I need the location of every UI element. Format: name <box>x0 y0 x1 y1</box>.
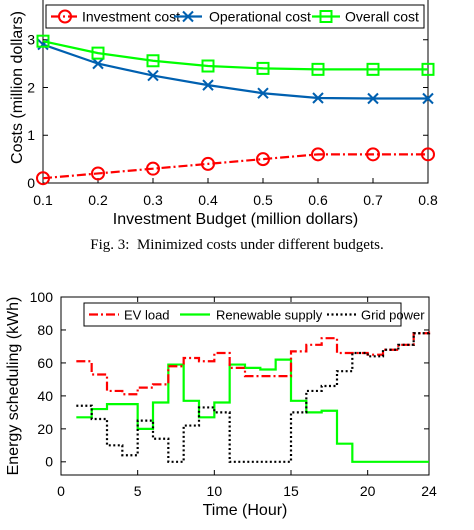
series-point <box>367 92 379 105</box>
series-step-line-0 <box>76 331 431 396</box>
x-tick-label: 0.8 <box>418 192 438 208</box>
x-tick-label: 15 <box>283 483 299 499</box>
series-point <box>311 62 325 76</box>
legend-label: Investment cost <box>82 9 180 25</box>
series-line-1 <box>42 43 428 100</box>
series-step-line-2 <box>76 331 431 463</box>
energy-chart-legend: EV load Renewable supply Grid power <box>83 302 425 327</box>
figure-caption-text: Minimized costs under different budgets. <box>136 237 384 253</box>
series-point <box>202 79 214 91</box>
legend-swatch-marker <box>182 10 194 23</box>
y-tick-label: 0 <box>27 175 35 191</box>
series-point <box>201 156 215 171</box>
y-tick-label: 1 <box>27 127 35 143</box>
energy-chart-marks <box>76 331 431 463</box>
series-step-line-1 <box>76 358 429 463</box>
series-point <box>422 92 434 105</box>
cost-chart-legend: Investment cost Operational cost Overall c… <box>45 4 425 29</box>
series-point <box>146 54 160 68</box>
legend-label: Grid power <box>361 308 425 323</box>
cost-chart: 0.10.20.30.40.50.60.70.801234Investment … <box>9 0 438 228</box>
x-tick-label: 0.1 <box>33 192 53 208</box>
series-line-0 <box>42 153 428 180</box>
x-tick-label: 20 <box>360 483 376 499</box>
series-point <box>201 59 215 73</box>
series-point <box>92 57 104 70</box>
series-point <box>147 69 159 82</box>
series-point <box>257 87 269 99</box>
energy-chart: 0 5 10 15 20 24 0 20 40 60 80 100 Time (Hour) Energy … <box>5 289 437 519</box>
energy-chart-axes: 0 5 10 15 20 24 0 20 40 60 80 100 Time (Hour) Energy … <box>5 289 437 519</box>
y-tick-label: 0 <box>45 454 53 470</box>
y-axis-label: Energy scheduling (kWh) <box>5 297 22 476</box>
series-point <box>256 152 270 167</box>
series-point <box>312 92 324 104</box>
legend-label: Operational cost <box>209 9 311 25</box>
series-point <box>36 171 50 186</box>
x-tick-label: 24 <box>421 483 437 499</box>
x-tick-label: 0.4 <box>198 192 218 208</box>
y-tick-label: 3 <box>27 32 35 48</box>
x-tick-label: 0.2 <box>88 192 108 208</box>
y-tick-label: 40 <box>37 388 53 404</box>
series-point <box>256 61 270 75</box>
x-axis-label: Investment Budget (million dollars) <box>113 211 358 228</box>
plot-frame <box>60 296 430 476</box>
cost-chart-axes: 0.10.20.30.40.50.60.70.801234Investment … <box>9 0 438 228</box>
x-tick-label: 10 <box>207 483 223 499</box>
series-point <box>91 166 105 181</box>
x-axis-label: Time (Hour) <box>203 502 288 519</box>
figure-caption: Fig. 3: Minimized costs under different … <box>0 237 474 254</box>
series-point <box>421 62 435 76</box>
legend-label: EV load <box>124 308 170 323</box>
legend-label: Overall cost <box>345 9 419 25</box>
x-tick-label: 0.5 <box>253 192 273 208</box>
x-tick-label: 0.7 <box>363 192 383 208</box>
figure-caption-label: Fig. 3: <box>90 237 130 253</box>
legend-swatch-marker <box>319 10 333 23</box>
series-point <box>366 147 380 162</box>
y-tick-label: 60 <box>37 355 53 371</box>
y-tick-label: 20 <box>37 421 53 437</box>
x-tick-label: 0.3 <box>143 192 163 208</box>
series-point <box>36 34 50 48</box>
legend-label: Renewable supply <box>216 308 323 323</box>
y-axis-label: Costs (million dollars) <box>9 11 26 164</box>
series-point <box>366 62 380 76</box>
legend-swatch-marker <box>58 9 72 24</box>
x-tick-label: 0.6 <box>308 192 328 208</box>
series-point <box>146 161 160 176</box>
series-line-2 <box>42 40 428 71</box>
series-point <box>311 147 325 162</box>
series-point <box>421 147 435 162</box>
x-tick-label: 0 <box>57 483 65 499</box>
series-point <box>91 46 105 60</box>
y-tick-label: 80 <box>37 322 53 338</box>
x-tick-label: 5 <box>134 483 142 499</box>
y-tick-label: 2 <box>27 79 35 95</box>
cost-chart-marks <box>36 34 435 186</box>
legend-box <box>83 302 402 327</box>
y-tick-label: 100 <box>30 289 54 305</box>
